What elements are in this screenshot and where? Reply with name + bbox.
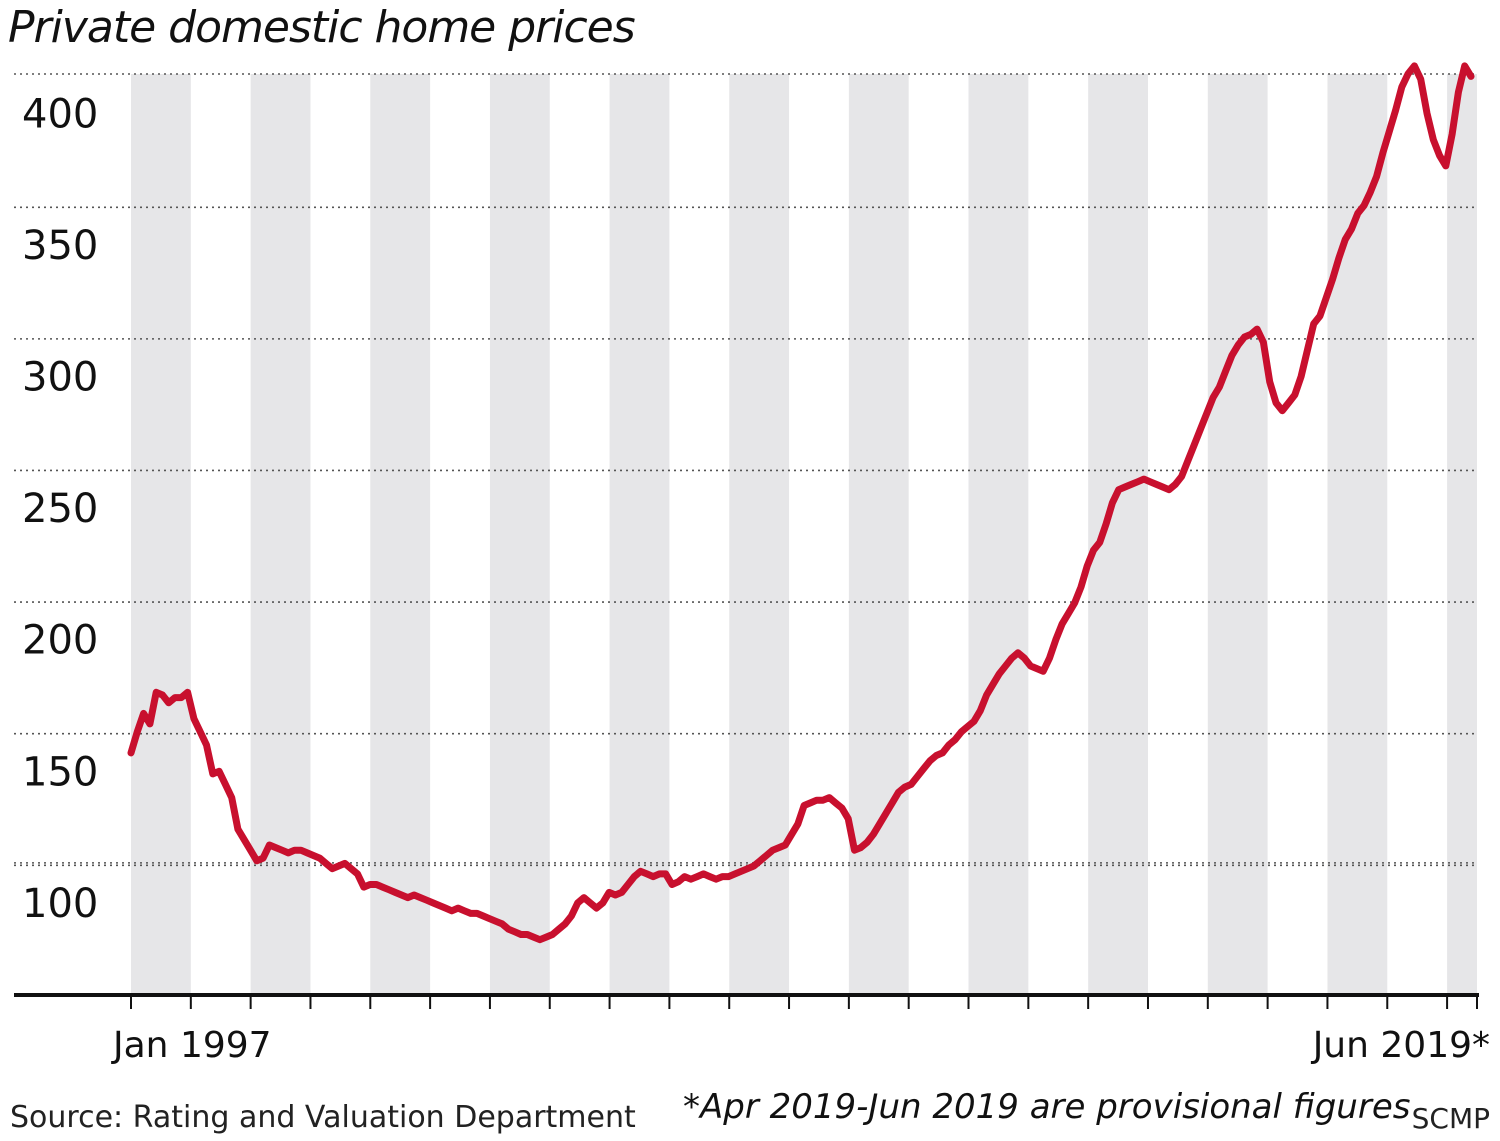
source-note: Source: Rating and Valuation Department — [10, 1100, 636, 1135]
publisher-credit: SCMP — [1411, 1102, 1490, 1135]
provisional-footnote: *Apr 2019-Jun 2019 are provisional figur… — [683, 1087, 1411, 1127]
year-band — [131, 74, 191, 995]
y-tick-label: 300 — [22, 354, 98, 400]
y-axis-ticks: 100 150 200 250 300 350 400 — [22, 91, 98, 927]
year-band — [1447, 74, 1477, 995]
year-band — [609, 74, 670, 995]
gridlines — [14, 73, 1477, 867]
year-band — [848, 74, 909, 995]
series-group — [127, 62, 1475, 944]
year-band — [968, 74, 1029, 995]
year-band — [489, 74, 550, 995]
year-band — [250, 74, 311, 995]
y-tick-label: 250 — [22, 486, 98, 532]
year-band — [1088, 74, 1148, 995]
year-band — [1207, 74, 1268, 995]
year-band — [1327, 74, 1388, 995]
year-bands — [131, 74, 1477, 995]
x-axis: Jan 1997 Jun 2019* — [14, 993, 1490, 1066]
series-line-home-prices — [127, 62, 1475, 944]
x-tick-label-end: Jun 2019* — [1311, 1025, 1490, 1066]
x-tick-label-start: Jan 1997 — [111, 1025, 272, 1066]
chart-title: Private domestic home prices — [8, 2, 636, 53]
y-tick-label: 100 — [22, 881, 98, 927]
y-tick-label: 200 — [22, 618, 98, 664]
y-tick-label: 150 — [22, 749, 98, 795]
y-tick-label: 400 — [22, 91, 98, 137]
y-tick-label: 350 — [22, 223, 98, 269]
year-band — [729, 74, 790, 995]
year-band — [370, 74, 431, 995]
